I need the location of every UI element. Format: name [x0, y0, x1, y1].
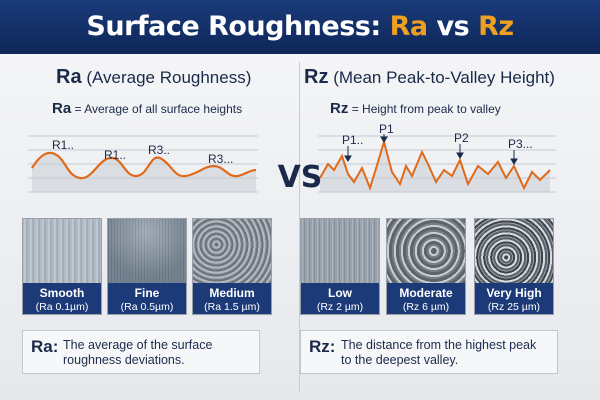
sample-tile-smooth: Smooth (Ra 0.1µm) [22, 218, 102, 315]
texture-low [301, 219, 379, 283]
title-banner: Surface Roughness: Ra vs Rz [0, 0, 600, 54]
sample-caption: Fine (Ra 0.5µm) [108, 283, 186, 314]
rz-peak-label-2: P1 [379, 122, 394, 136]
rz-profile-plot: P1.. P1 P2 P3... [318, 122, 556, 193]
rz-peak-label-1: P1.. [342, 133, 363, 147]
sample-value: (Ra 0.5µm) [120, 301, 174, 313]
page-title: Surface Roughness: Ra vs Rz [0, 0, 600, 54]
rz-note-text: The distance from the highest peak to th… [341, 338, 536, 368]
title-rz: Rz [478, 11, 514, 42]
ra-definition: Ra = Average of all surface heights [52, 100, 242, 117]
sample-value: (Rz 2 µm) [316, 301, 364, 313]
rz-note-line-2: to the deepest valley. [341, 353, 459, 367]
texture-smooth [23, 219, 101, 283]
ra-definition-text: = Average of all surface heights [74, 102, 243, 116]
panel-divider [299, 62, 300, 392]
rz-definition-note: Rz: The distance from the highest peak t… [300, 330, 558, 374]
sample-value: (Ra 0.1µm) [35, 301, 89, 313]
ra-profile-line [31, 151, 257, 180]
sample-name: Moderate [399, 286, 453, 300]
rz-note-key: Rz: [309, 337, 336, 356]
sample-name: Fine [134, 286, 160, 300]
sample-tile-moderate: Moderate (Rz 6 µm) [386, 218, 466, 315]
sample-name: Medium [209, 286, 255, 300]
sample-caption: Low (Rz 2 µm) [301, 283, 379, 314]
texture-medium [193, 219, 271, 283]
ra-peak-label-4: R3... [208, 152, 233, 166]
sample-tile-medium: Medium (Ra 1.5 µm) [192, 218, 272, 315]
ra-note-line-2: roughness deviations. [63, 353, 185, 367]
ra-peak-label-2: R1.. [104, 148, 126, 162]
ra-heading-key: Ra [56, 66, 82, 88]
ra-peak-label-3: R3.. [148, 143, 170, 157]
sample-name: Low [328, 286, 352, 300]
rz-profile-fill [320, 142, 550, 192]
ra-heading: Ra (Average Roughness) [56, 66, 251, 89]
rz-heading-key: Rz [304, 66, 329, 88]
ra-definition-key: Ra [52, 100, 72, 117]
rz-peak-label-3: P2 [454, 131, 469, 145]
rz-definition-key: Rz [330, 100, 349, 117]
sample-tile-low: Low (Rz 2 µm) [300, 218, 380, 315]
rz-heading-text: (Mean Peak-to-Valley Height) [333, 68, 555, 87]
ra-note-line-1: The average of the surface [63, 338, 213, 352]
rz-heading: Rz (Mean Peak-to-Valley Height) [304, 66, 555, 89]
vs-label: VS [277, 160, 323, 195]
rz-definition: Rz = Height from peak to valley [330, 100, 501, 117]
ra-note-key: Ra: [31, 337, 59, 356]
sample-caption: Smooth (Ra 0.1µm) [23, 283, 101, 314]
texture-very-high [475, 219, 553, 283]
sample-name: Smooth [39, 286, 85, 300]
sample-caption: Moderate (Rz 6 µm) [387, 283, 465, 314]
ra-definition-note: Ra: The average of the surface roughness… [22, 330, 260, 374]
sample-value: (Rz 25 µm) [487, 301, 541, 313]
ra-peak-label-1: R1.. [52, 138, 74, 152]
ra-profile-plot: R1.. R1.. R3.. R3... [28, 135, 258, 193]
sample-tile-fine: Fine (Ra 0.5µm) [107, 218, 187, 315]
rz-peak-markers [344, 134, 518, 165]
ra-note-text: The average of the surface roughness dev… [63, 338, 212, 368]
sample-caption: Medium (Ra 1.5 µm) [193, 283, 271, 314]
texture-fine [108, 219, 186, 283]
rz-profile-line [319, 138, 551, 192]
ra-heading-text: (Average Roughness) [86, 68, 252, 87]
sample-value: (Rz 6 µm) [402, 301, 450, 313]
sample-tile-very-high: Very High (Rz 25 µm) [474, 218, 554, 315]
sample-value: (Ra 1.5 µm) [204, 301, 260, 313]
title-ra: Ra [389, 11, 429, 42]
texture-moderate [387, 219, 465, 283]
sample-name: Very High [486, 286, 542, 300]
rz-peak-label-4: P3... [508, 137, 533, 151]
sample-caption: Very High (Rz 25 µm) [475, 283, 553, 314]
title-vs: vs [427, 11, 479, 42]
title-text: Surface Roughness: [86, 11, 390, 42]
rz-note-line-1: The distance from the highest peak [341, 338, 537, 352]
rz-definition-text: = Height from peak to valley [351, 102, 501, 116]
